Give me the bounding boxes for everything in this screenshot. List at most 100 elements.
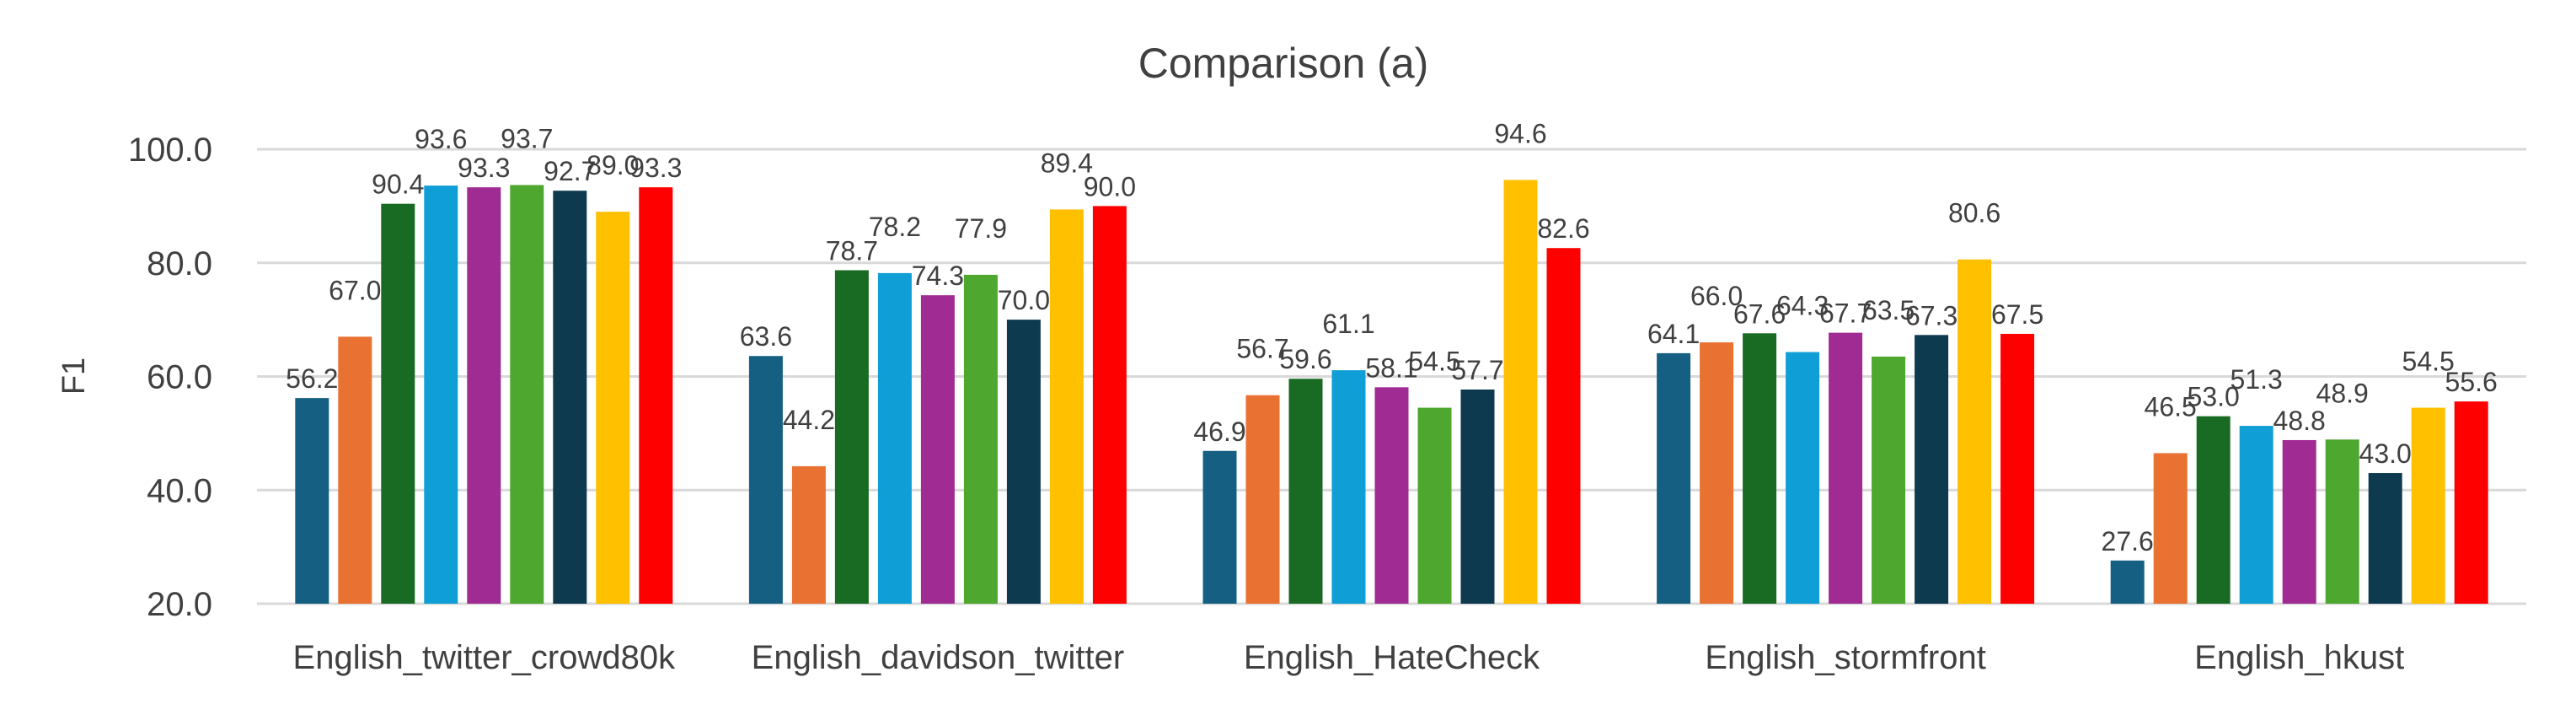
bar <box>2196 416 2231 604</box>
bar <box>1092 206 1127 604</box>
bar <box>1417 407 1452 604</box>
chart-title: Comparison (a) <box>1138 40 1429 87</box>
data-label: 92.7 <box>544 156 596 186</box>
x-category-label: English_hkust <box>2194 639 2404 676</box>
bar <box>510 185 544 605</box>
data-label: 58.1 <box>1365 352 1417 383</box>
bar <box>338 336 372 604</box>
y-tick-label: 80.0 <box>147 245 212 282</box>
data-label: 48.9 <box>2316 378 2369 408</box>
data-label: 80.6 <box>1948 198 2000 228</box>
data-label: 93.7 <box>501 123 553 153</box>
data-label: 54.5 <box>2402 347 2455 377</box>
data-label: 67.5 <box>1991 299 2043 330</box>
bar <box>467 187 501 605</box>
data-label: 93.3 <box>458 153 510 183</box>
bar <box>2325 439 2359 604</box>
data-label: 89.4 <box>1041 148 1093 178</box>
bar <box>1331 370 1366 604</box>
data-label: 43.0 <box>2359 438 2412 469</box>
bar <box>791 465 826 604</box>
bar <box>1245 395 1280 604</box>
data-label: 67.6 <box>1733 298 1786 329</box>
data-label: 74.3 <box>912 261 964 291</box>
bar <box>1288 379 1323 604</box>
bar <box>2000 333 2035 604</box>
x-category-label: English_davidson_twitter <box>752 639 1124 676</box>
y-axis-label: F1 <box>56 358 92 395</box>
data-label: 54.5 <box>1408 347 1460 377</box>
data-label: 63.5 <box>1862 295 1915 325</box>
data-label: 55.6 <box>2445 367 2498 397</box>
y-tick-label: 60.0 <box>147 359 212 396</box>
data-label: 56.2 <box>286 363 338 394</box>
bar <box>2239 426 2273 604</box>
data-label: 93.6 <box>415 124 467 154</box>
bar <box>1700 342 1734 604</box>
bar <box>2153 453 2188 604</box>
bar <box>381 203 415 604</box>
bar <box>2110 560 2145 604</box>
bar <box>1786 352 1820 604</box>
bar <box>596 212 630 605</box>
data-label: 46.9 <box>1193 417 1245 447</box>
data-label: 89.0 <box>586 150 639 180</box>
bar <box>963 274 998 604</box>
data-label: 67.3 <box>1905 300 1957 331</box>
data-label: 56.7 <box>1236 334 1288 364</box>
data-label: 63.6 <box>740 321 792 352</box>
data-label: 64.3 <box>1776 291 1829 321</box>
data-label: 44.2 <box>783 405 835 435</box>
bar <box>1546 248 1581 604</box>
data-label: 48.8 <box>2273 406 2326 436</box>
y-tick-label: 20.0 <box>147 586 212 623</box>
bar <box>2368 473 2402 604</box>
data-label: 90.4 <box>372 169 424 200</box>
bar <box>1957 259 1992 604</box>
y-tick-label: 40.0 <box>147 472 212 509</box>
bar <box>748 356 783 604</box>
data-label: 78.7 <box>826 236 878 266</box>
x-category-label: English_HateCheck <box>1244 639 1540 676</box>
data-label: 59.6 <box>1279 344 1331 374</box>
data-label: 64.1 <box>1647 319 1700 349</box>
data-label: 67.7 <box>1819 298 1872 329</box>
bar <box>424 185 458 604</box>
x-category-label: English_twitter_crowd80k <box>293 639 677 676</box>
data-label: 51.3 <box>2231 364 2283 395</box>
bar <box>920 295 955 604</box>
bar <box>1049 209 1084 605</box>
data-label: 67.0 <box>329 275 381 305</box>
bar <box>639 187 673 605</box>
bar <box>1829 332 1863 604</box>
data-label: 90.0 <box>1084 171 1136 202</box>
y-tick-label: 100.0 <box>128 132 212 169</box>
data-label: 78.2 <box>869 212 921 242</box>
bar <box>877 272 912 604</box>
data-label: 61.1 <box>1322 309 1374 339</box>
data-label: 77.9 <box>955 213 1007 244</box>
bar <box>2454 401 2488 604</box>
data-label: 94.6 <box>1494 118 1546 148</box>
data-label: 70.0 <box>998 285 1050 315</box>
bar <box>1503 180 1538 604</box>
bar <box>2282 439 2316 604</box>
bar <box>834 270 869 604</box>
bar <box>553 191 587 604</box>
data-label: 93.3 <box>629 153 682 183</box>
bar <box>1915 335 1949 604</box>
x-category-label: English_stormfront <box>1705 639 1985 676</box>
data-label: 82.6 <box>1537 213 1589 244</box>
bar <box>1374 387 1409 604</box>
data-label: 27.6 <box>2102 526 2154 556</box>
bar <box>2411 407 2445 604</box>
data-label: 57.7 <box>1451 355 1503 385</box>
bar <box>1006 320 1041 604</box>
bar <box>1872 356 1906 604</box>
bar <box>1743 333 1777 604</box>
data-label: 53.0 <box>2188 382 2240 412</box>
bar <box>1657 352 1691 604</box>
bar <box>1202 450 1237 604</box>
data-label: 46.5 <box>2145 391 2197 422</box>
